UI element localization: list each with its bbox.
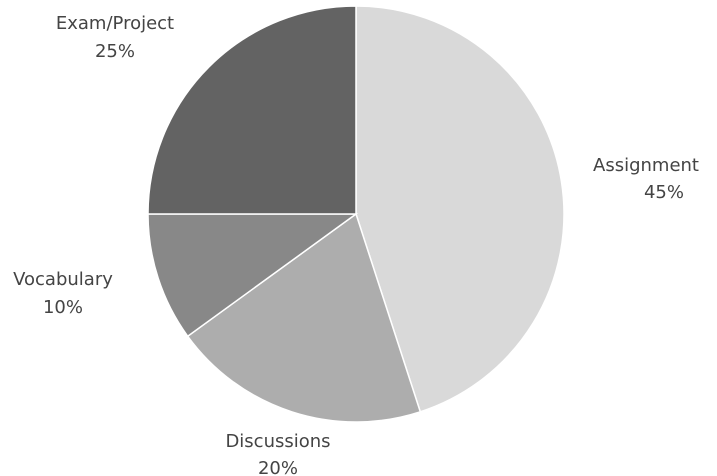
slice-percent-vocabulary: 10% <box>43 297 83 318</box>
pie-slices <box>147 5 565 423</box>
slice-label-assignment: Assignment <box>593 155 699 176</box>
pie-slice-vocabulary <box>147 213 359 338</box>
pie-labels: Assignment 45% Discussions 20% Vocabular… <box>13 13 699 476</box>
slice-label-discussions: Discussions <box>225 431 330 452</box>
slice-label-vocabulary: Vocabulary <box>13 269 113 290</box>
slice-percent-exam-project: 25% <box>95 41 135 62</box>
pie-slice-assignment <box>355 5 565 413</box>
slice-label-exam-project: Exam/Project <box>56 13 174 34</box>
slice-percent-assignment: 45% <box>644 182 684 203</box>
slice-percent-discussions: 20% <box>258 458 298 476</box>
pie-slice-discussions <box>186 212 422 423</box>
pie-slice-exam-project <box>147 5 357 215</box>
